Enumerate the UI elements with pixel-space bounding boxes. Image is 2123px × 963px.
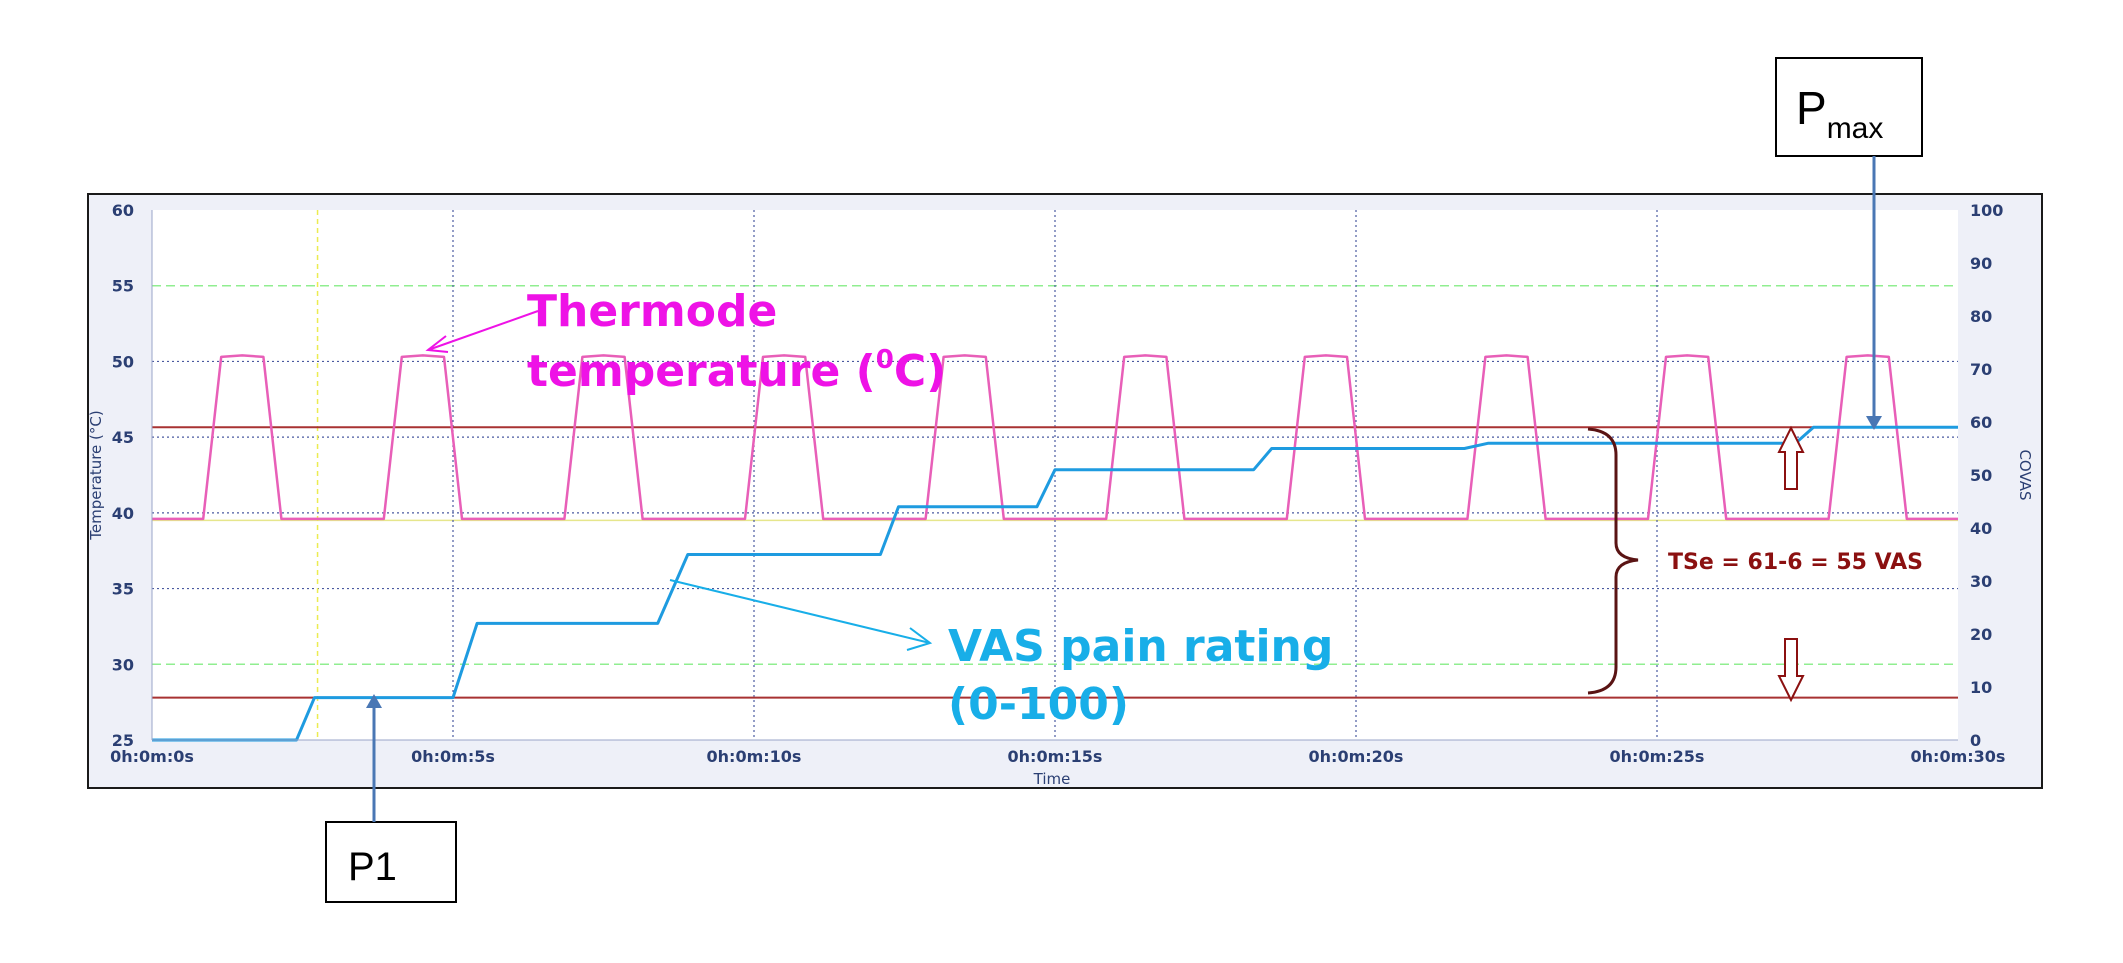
vas-label-line1: VAS pain rating (948, 621, 1333, 672)
thermode-label-main: temperature ( (527, 346, 876, 397)
y-tick-label: 35 (112, 580, 134, 599)
vas-label-line2: (0-100) (948, 679, 1129, 730)
thermode-label-superscript: 0 (876, 345, 894, 375)
pmax-pointer-arrowhead (1866, 416, 1882, 430)
tse-label: TSe = 61-6 = 55 VAS (1668, 550, 1923, 575)
pmax-callout: Pmax (1775, 57, 1923, 430)
x-tick-label: 0h:0m:0s (110, 747, 194, 766)
vas-annotation: VAS pain rating (0-100) (669, 579, 1333, 730)
x-axis-label: Time (1033, 770, 1071, 788)
y-tick-label: 55 (112, 277, 134, 296)
p1-box (325, 821, 457, 903)
y2-tick-label: 90 (1970, 254, 1992, 273)
pmax-label: Pmax (1796, 82, 1883, 145)
y-axis-label: Temperature (°C) (87, 410, 105, 540)
y2-axis-label: COVAS (2016, 449, 2034, 500)
x-tick-label: 0h:0m:5s (411, 747, 495, 766)
x-tick-label: 0h:0m:30s (1911, 747, 2006, 766)
y2-tick-label: 70 (1970, 360, 1992, 379)
x-tick-label: 0h:0m:20s (1309, 747, 1404, 766)
thermode-pointer-arrow (427, 310, 539, 351)
grid (152, 210, 1958, 740)
temperature-series-line (152, 354, 1958, 521)
y-tick-label: 25 (112, 731, 134, 750)
vas-pointer-arrowhead (906, 627, 933, 651)
p1-label: P1 (348, 845, 397, 889)
y2-tick-label: 20 (1970, 625, 1992, 644)
thermode-label-end: C) (894, 346, 946, 397)
x-tick-label: 0h:0m:10s (707, 747, 802, 766)
x-tick-label: 0h:0m:25s (1610, 747, 1705, 766)
p1-callout: P1 (325, 694, 457, 903)
thermode-label-line1: Thermode (527, 286, 777, 337)
y2-tick-label: 100 (1970, 201, 2003, 220)
y2-tick-label: 80 (1970, 307, 1992, 326)
y-tick-label: 40 (112, 504, 134, 523)
y2-tick-label: 0 (1970, 731, 1981, 750)
tse-brace (1587, 427, 1639, 695)
vas-series-line (152, 425, 1958, 742)
y2-tick-label: 40 (1970, 519, 1992, 538)
tse-annotation: TSe = 61-6 = 55 VAS (1587, 425, 1923, 703)
y-tick-label: 50 (112, 352, 134, 371)
pmax-label-subscript: max (1827, 112, 1884, 145)
y-tick-label: 30 (112, 655, 134, 674)
y-tick-label: 45 (112, 428, 134, 447)
vas-pointer-arrow (669, 579, 931, 644)
tick-labels: 605550454035302510090807060504030201000h… (110, 201, 2005, 766)
pmax-label-main: P (1796, 82, 1827, 134)
thermode-annotation: Thermode temperature (0C) (425, 286, 946, 397)
up-arrow-icon (1777, 425, 1805, 490)
down-arrow-icon (1777, 638, 1805, 703)
y2-tick-label: 50 (1970, 466, 1992, 485)
thermode-label-line2: temperature (0C) (527, 345, 946, 397)
y-tick-label: 60 (112, 201, 134, 220)
y2-tick-label: 30 (1970, 572, 1992, 591)
thermode-pointer-arrowhead (425, 335, 449, 353)
pmax-box (1775, 57, 1923, 157)
x-tick-label: 0h:0m:15s (1008, 747, 1103, 766)
p1-pointer-arrowhead (366, 694, 382, 708)
series-layer (152, 354, 1958, 742)
y2-tick-label: 10 (1970, 678, 1992, 697)
y2-tick-label: 60 (1970, 413, 1992, 432)
